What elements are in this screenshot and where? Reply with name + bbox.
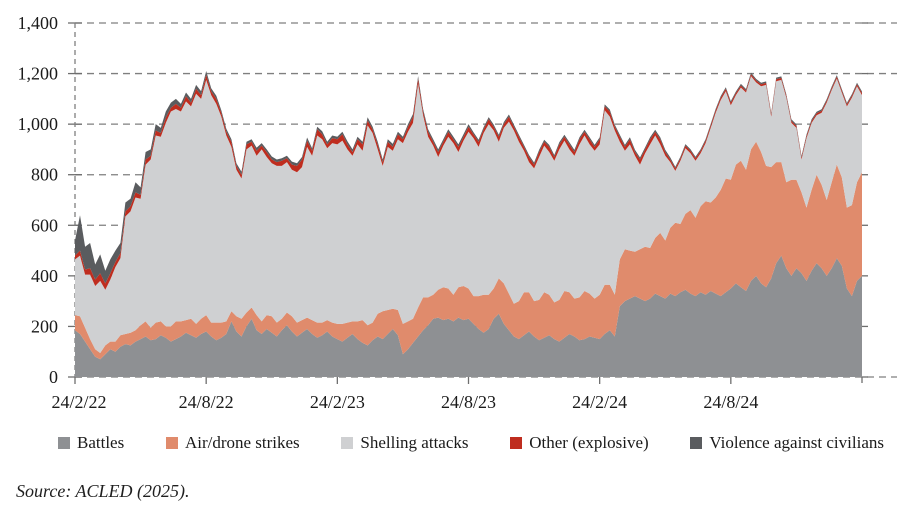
- legend-item-other-explosive: Other (explosive): [510, 433, 649, 453]
- area-series-1-air-drone-strikes: [75, 141, 862, 360]
- x-axis-label-24-2-24: 24/2/24: [572, 392, 627, 412]
- y-axis-label-200: 200: [31, 316, 58, 336]
- legend-label-battles: Battles: [77, 433, 125, 452]
- y-axis-label-0: 0: [49, 367, 58, 387]
- chart-svg: 0 200 400 600 800 1,000 1,200 1,400 24/2/22 24/8/…: [18, 13, 897, 412]
- area-series-0-battles: [75, 255, 862, 377]
- legend-label-air-drone-strikes: Air/drone strikes: [184, 433, 300, 452]
- other-explosive-swatch-icon: [510, 437, 523, 449]
- legend-label-other-explosive: Other (explosive): [529, 433, 649, 452]
- y-axis-label-600: 600: [31, 215, 58, 235]
- y-axis-label-400: 400: [31, 266, 58, 286]
- legend-label-shelling-attacks: Shelling attacks: [360, 433, 469, 452]
- area-series-2-shelling-attacks: [75, 76, 862, 353]
- air-drone-strikes-swatch-icon: [165, 437, 178, 449]
- y-axis-label-800: 800: [31, 165, 58, 185]
- battles-swatch-icon: [58, 437, 70, 449]
- x-axis-label-24-8-23: 24/8/23: [441, 392, 496, 412]
- x-axis-label-24-8-22: 24/8/22: [179, 392, 234, 412]
- chart-legend: Battles Air/drone strikes Shelling attac…: [58, 433, 884, 453]
- y-axis-label-1400: 1,400: [18, 13, 59, 33]
- violence-against-civilians-swatch-icon: [690, 437, 703, 449]
- shelling-attacks-swatch-icon: [341, 437, 354, 449]
- source-note: Source: ACLED (2025).: [16, 481, 190, 501]
- x-axis-label-24-8-24: 24/8/24: [703, 392, 758, 412]
- x-axis-label-24-2-23: 24/2/23: [310, 392, 365, 412]
- legend-label-violence-against-civilians: Violence against civilians: [709, 433, 884, 452]
- legend-item-shelling-attacks: Shelling attacks: [341, 433, 469, 453]
- x-axis-label-24-2-22: 24/2/22: [51, 392, 106, 412]
- y-axis-label-1200: 1,200: [18, 64, 59, 84]
- legend-item-violence-against-civilians: Violence against civilians: [690, 433, 884, 453]
- y-axis-label-1000: 1,000: [18, 114, 59, 134]
- legend-item-air-drone-strikes: Air/drone strikes: [165, 433, 300, 453]
- legend-item-battles: Battles: [58, 433, 124, 453]
